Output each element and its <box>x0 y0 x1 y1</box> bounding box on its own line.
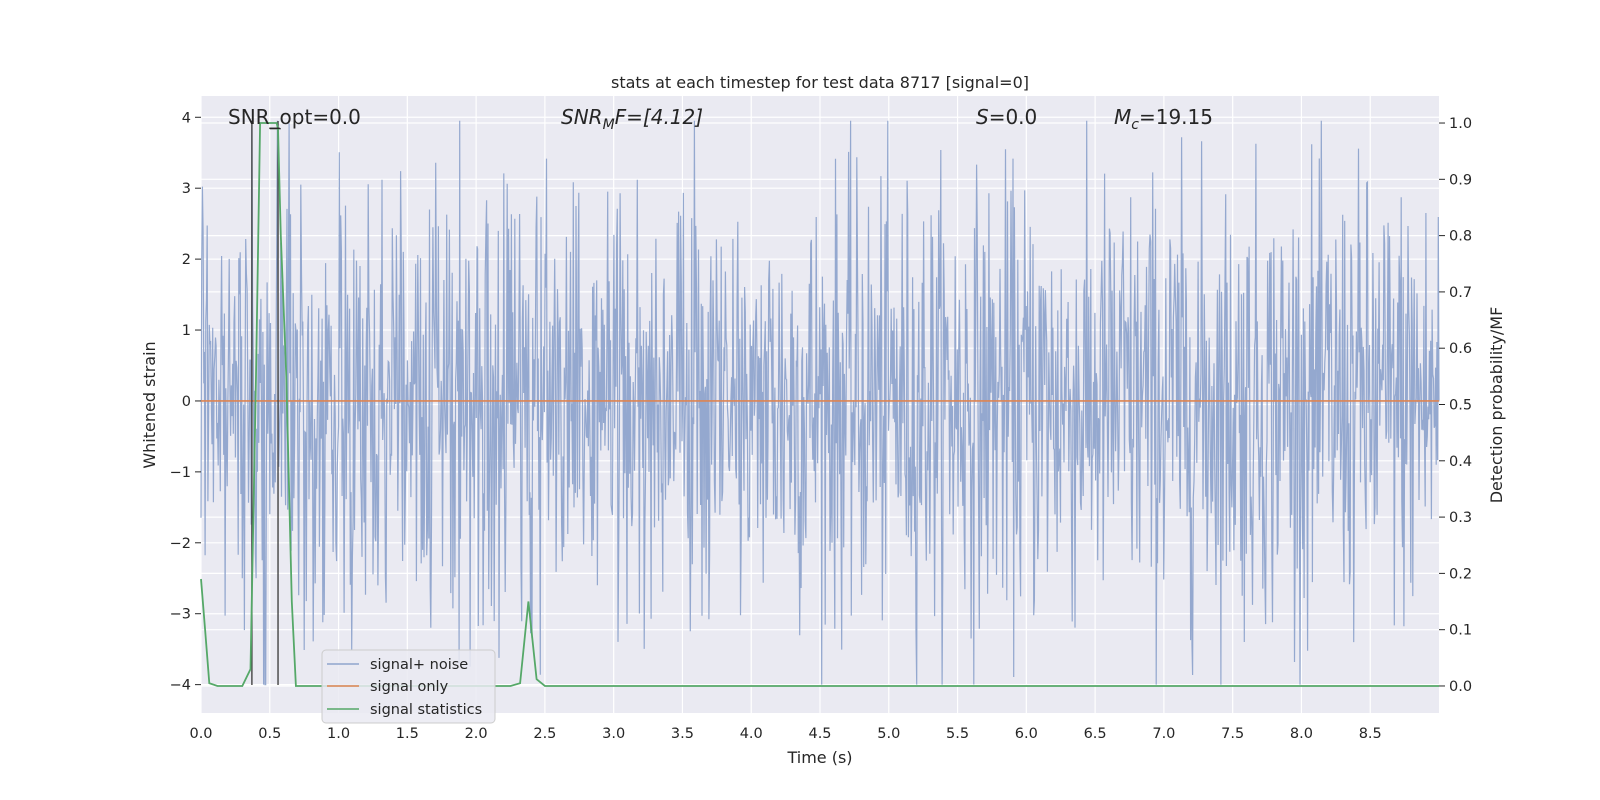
x-tick-label: 4.0 <box>740 726 763 742</box>
x-tick-label: 7.5 <box>1221 726 1244 742</box>
annotation-mc: Mc=19.15 <box>1114 105 1213 133</box>
legend: signal+ noise signal only signal statist… <box>321 649 496 724</box>
y-axis-label: Whitened strain <box>140 341 159 468</box>
y2-tick-label: 0.1 <box>1449 623 1472 639</box>
x-tick-label: 0.5 <box>258 726 281 742</box>
y-tick-label: 3 <box>182 181 191 197</box>
y-tick-label: −2 <box>170 536 191 552</box>
y-tick-label: −3 <box>170 607 191 623</box>
annotation-mc-sub: c <box>1131 117 1139 133</box>
x-tick-label: 3.5 <box>671 726 694 742</box>
annotation-snr-mf-sub: M <box>603 117 615 133</box>
signal-noise-line <box>200 120 1440 686</box>
y2-tick-label: 0.7 <box>1449 285 1472 301</box>
annotation-s: S=0.0 <box>976 105 1037 129</box>
y2-axis-label: Detection probability/MF <box>1487 307 1506 504</box>
y-tick-label: 1 <box>182 323 191 339</box>
y-tick-label: −1 <box>170 465 191 481</box>
y-tick-label: 2 <box>182 252 191 268</box>
annotation-mc-rest: =19.15 <box>1139 105 1213 129</box>
annotation-s-rest: =0.0 <box>989 105 1038 129</box>
legend-box <box>321 649 496 724</box>
x-tick-label: 1.0 <box>327 726 350 742</box>
y2-tick-label: 0.9 <box>1449 172 1472 188</box>
series-signal-statistics <box>200 122 1439 687</box>
x-tick-label: 7.0 <box>1152 726 1175 742</box>
x-tick-label: 1.5 <box>396 726 419 742</box>
x-tick-labels: 0.0 0.5 1.0 1.5 2.0 2.5 3.0 3.5 4.0 4.5 5.0 5.5 6.0 6… <box>189 726 1381 742</box>
x-tick-label: 4.5 <box>808 726 831 742</box>
legend-label-signal-only: signal only <box>370 679 449 695</box>
annotation-snr-opt: SNR_opt=0.0 <box>228 105 361 129</box>
y-tick-labels: −4 −3 −2 −1 0 1 2 3 4 <box>170 110 201 694</box>
y-tick-label: 4 <box>182 110 191 126</box>
y2-tick-label: 0.8 <box>1449 229 1472 245</box>
series-signal-noise <box>200 120 1440 686</box>
y2-tick-labels: 0.0 0.1 0.2 0.3 0.4 0.5 0.6 0.7 0.8 0.9 1.0 <box>1439 116 1472 695</box>
y2-tick-label: 0.3 <box>1449 510 1472 526</box>
annotation-snr-mf-main: SNR <box>561 105 603 129</box>
x-tick-label: 2.0 <box>465 726 488 742</box>
annotation-s-main: S <box>976 105 989 129</box>
x-tick-label: 8.5 <box>1359 726 1382 742</box>
annotation-mc-main: M <box>1114 105 1131 129</box>
chart-title: stats at each timestep for test data 871… <box>611 73 1029 92</box>
x-tick-label: 2.5 <box>533 726 556 742</box>
x-tick-label: 5.5 <box>946 726 969 742</box>
y2-tick-label: 0.4 <box>1449 454 1472 470</box>
x-tick-label: 6.5 <box>1084 726 1107 742</box>
x-tick-label: 8.0 <box>1290 726 1313 742</box>
x-tick-label: 0.0 <box>189 726 212 742</box>
y-tick-label: −4 <box>170 678 191 694</box>
signal-statistics-line <box>200 122 1439 687</box>
y2-tick-label: 1.0 <box>1449 116 1472 132</box>
grid <box>200 96 1439 713</box>
legend-label-signal-noise: signal+ noise <box>370 657 468 673</box>
annotation-snr-mf: SNRMF=[4.12] <box>561 105 703 133</box>
x-tick-label: 3.0 <box>602 726 625 742</box>
y2-tick-label: 0.2 <box>1449 566 1472 582</box>
x-tick-label: 5.0 <box>877 726 900 742</box>
y2-tick-label: 0.5 <box>1449 398 1472 414</box>
x-tick-label: 6.0 <box>1015 726 1038 742</box>
y2-tick-label: 0.0 <box>1449 679 1472 695</box>
y-tick-label: 0 <box>182 394 191 410</box>
y2-tick-label: 0.6 <box>1449 341 1472 357</box>
legend-label-signal-statistics: signal statistics <box>370 702 482 718</box>
annotation-snr-mf-rest: F=[4.12] <box>615 105 703 129</box>
x-axis-label: Time (s) <box>786 748 852 767</box>
